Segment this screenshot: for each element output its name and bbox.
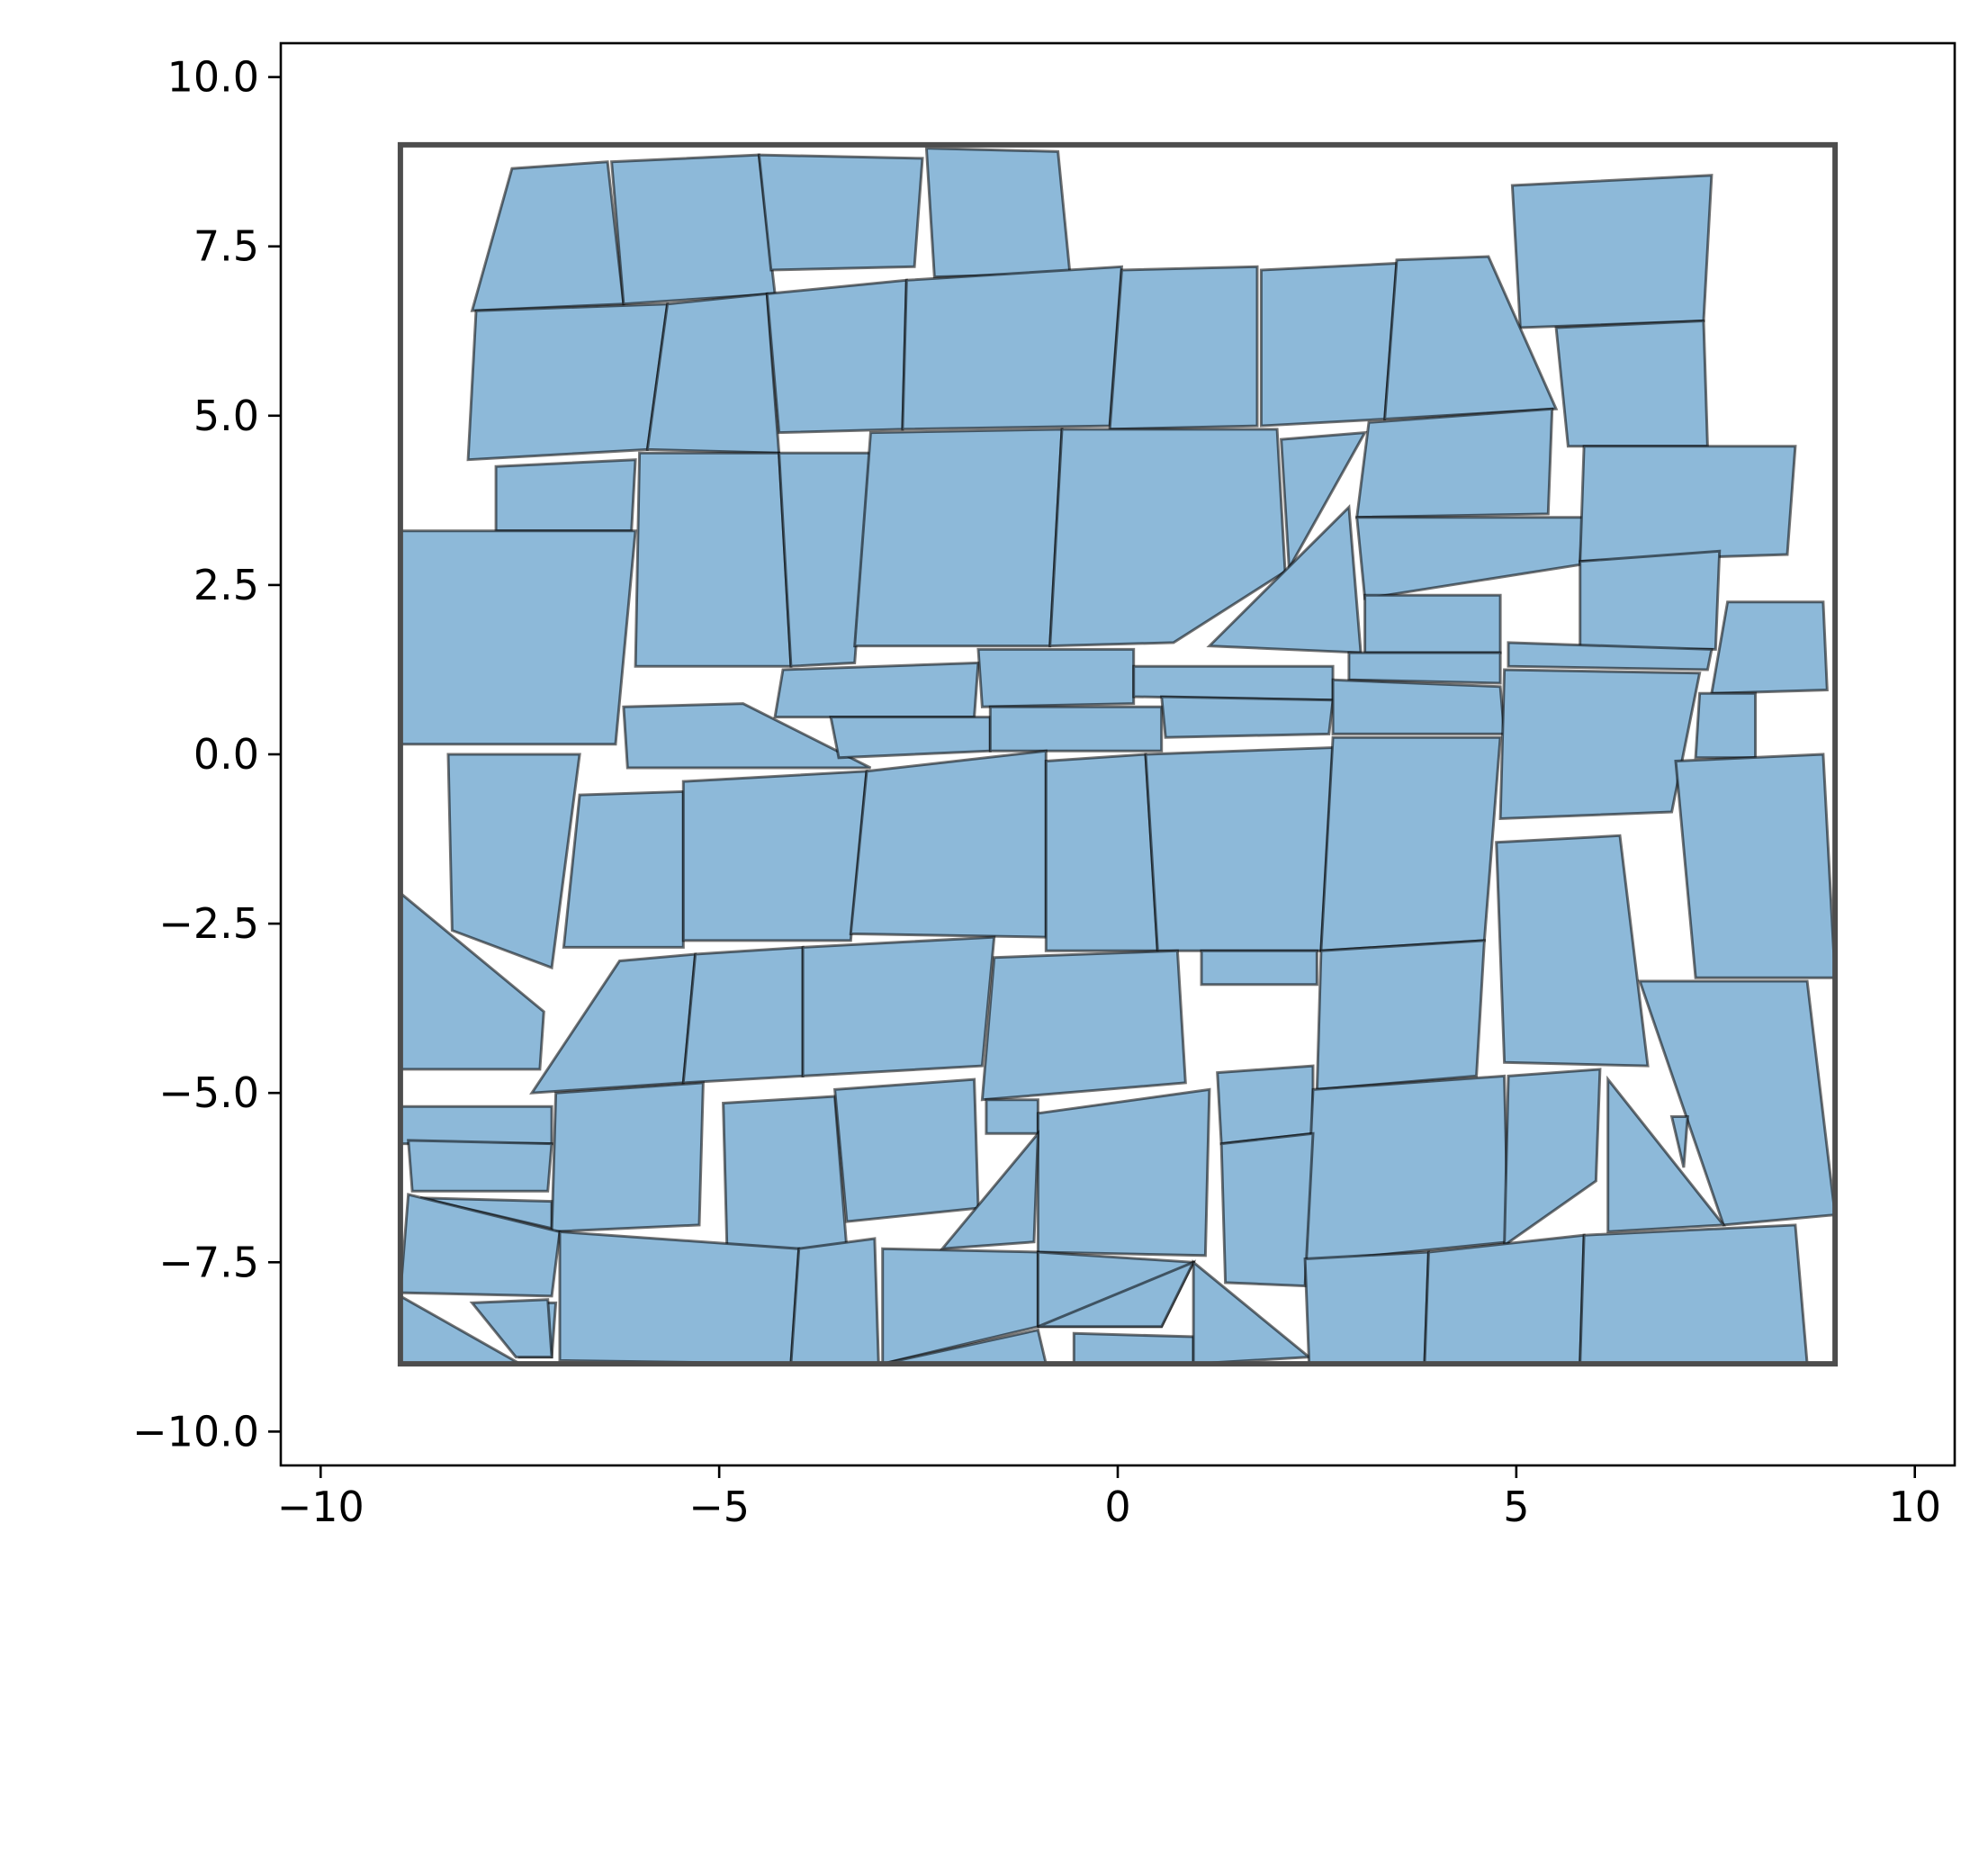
polygon-piece-67 xyxy=(1303,1074,1510,1264)
x-tick-label: 10 xyxy=(1888,1483,1941,1531)
polygon-piece-23 xyxy=(1355,516,1586,600)
polygon-piece-37 xyxy=(1160,695,1335,739)
polygon-piece-47 xyxy=(1674,753,1837,979)
polygon-piece-34 xyxy=(622,702,872,770)
polygon-piece-63 xyxy=(985,1098,1039,1135)
polygon-piece-73 xyxy=(558,1230,801,1366)
polygon-piece-18 xyxy=(853,428,1064,648)
polygon-piece-66 xyxy=(1216,1064,1315,1146)
polygon-piece-38 xyxy=(1331,678,1507,735)
polygon-piece-65 xyxy=(939,1129,1040,1250)
polygon-pieces xyxy=(399,147,1837,1366)
polygon-piece-11 xyxy=(1259,261,1399,428)
polygon-piece-16 xyxy=(634,451,793,668)
polygon-piece-86 xyxy=(469,1298,553,1359)
polygon-piece-52 xyxy=(801,935,996,1077)
polygon-piece-43 xyxy=(849,749,1048,939)
y-tick-label: −2.5 xyxy=(158,899,259,948)
polygon-piece-74 xyxy=(789,1237,880,1366)
polygon-piece-51 xyxy=(681,945,805,1085)
y-tick-label: 2.5 xyxy=(193,561,259,609)
polygon-piece-36 xyxy=(988,705,1164,753)
polygon-piece-79 xyxy=(1072,1331,1195,1366)
polygon-piece-41 xyxy=(562,789,685,949)
polygon-piece-71 xyxy=(1219,1131,1315,1288)
polygon-piece-7 xyxy=(645,292,781,455)
x-tick-label: 0 xyxy=(1104,1483,1130,1531)
y-tick-label: 0.0 xyxy=(193,730,259,779)
polygon-piece-9 xyxy=(901,265,1124,431)
polygon-piece-46 xyxy=(1319,735,1502,952)
polygon-piece-32 xyxy=(1347,651,1502,685)
polygon-piece-4 xyxy=(924,147,1072,279)
polygon-piece-64 xyxy=(1036,1087,1211,1258)
x-tick-label: −5 xyxy=(688,1483,750,1531)
polygon-piece-39 xyxy=(1498,668,1702,821)
polygon-piece-28 xyxy=(1694,691,1758,760)
polygon-piece-58 xyxy=(407,1139,553,1193)
x-tick-label: 5 xyxy=(1503,1483,1529,1531)
polygon-piece-5 xyxy=(1510,174,1714,329)
polygon-piece-33 xyxy=(1507,641,1714,672)
y-tick-label: 7.5 xyxy=(193,222,259,271)
boundary-square xyxy=(397,141,1839,1367)
y-axis: 10.0 7.5 5.0 2.5 0.0 −2.5 −5.0 −7.5 −10.0 xyxy=(132,53,281,1456)
polygon-piece-17 xyxy=(778,451,873,668)
polygon-piece-24 xyxy=(1363,593,1502,654)
polygon-piece-22 xyxy=(1206,504,1363,654)
polygon-piece-68 xyxy=(1503,1068,1602,1249)
polygon-piece-53 xyxy=(980,949,1187,1102)
polygon-piece-45 xyxy=(1144,745,1335,952)
polygon-piece-57 xyxy=(399,1104,553,1146)
polygon-piece-42 xyxy=(681,770,868,942)
polygon-piece-1 xyxy=(470,160,625,312)
polygon-piece-27 xyxy=(1710,600,1829,695)
polygon-piece-21 xyxy=(1354,407,1554,519)
polygon-piece-61 xyxy=(722,1095,849,1258)
polygon-piece-26 xyxy=(1579,549,1722,651)
polygon-piece-83 xyxy=(1579,1223,1809,1366)
x-axis: −10 −5 0 5 10 xyxy=(277,1465,1941,1531)
polygon-piece-69 xyxy=(1606,1075,1727,1233)
y-tick-label: −5.0 xyxy=(158,1068,259,1117)
polygon-piece-62 xyxy=(832,1077,980,1223)
polygon-piece-6 xyxy=(466,302,670,462)
polygon-piece-35 xyxy=(829,716,992,760)
polygon-piece-82 xyxy=(1423,1233,1586,1366)
polygon-piece-19 xyxy=(1048,428,1287,648)
polygon-piece-70 xyxy=(1669,1115,1689,1168)
y-tick-label: −10.0 xyxy=(132,1407,259,1456)
polygon-piece-15 xyxy=(399,529,637,746)
y-tick-label: 10.0 xyxy=(167,53,259,102)
y-tick-label: 5.0 xyxy=(193,392,259,440)
y-tick-label: −7.5 xyxy=(158,1238,259,1286)
polygon-piece-14 xyxy=(494,458,637,533)
polygon-piece-77 xyxy=(1037,1259,1197,1329)
polygon-piece-81 xyxy=(1303,1250,1430,1366)
polygon-piece-31 xyxy=(1132,664,1335,702)
polygon-piece-25 xyxy=(1579,445,1797,563)
polygon-piece-10 xyxy=(1108,265,1259,431)
polygon-piece-30 xyxy=(976,647,1136,708)
x-tick-label: −10 xyxy=(277,1483,364,1531)
polygon-piece-48 xyxy=(1495,834,1650,1068)
polygon-piece-2 xyxy=(609,153,777,306)
polygon-piece-12 xyxy=(1383,255,1559,421)
polygon-piece-3 xyxy=(757,153,924,272)
polygon-piece-20 xyxy=(1280,430,1368,573)
polygon-piece-80 xyxy=(1192,1259,1313,1366)
polygon-piece-8 xyxy=(765,278,908,435)
polygon-piece-55 xyxy=(1315,939,1486,1092)
polygon-piece-54 xyxy=(1200,949,1318,987)
polygon-piece-40 xyxy=(446,753,581,970)
polygon-piece-29 xyxy=(773,661,980,719)
polygon-piece-13 xyxy=(1554,319,1709,448)
polygon-piece-44 xyxy=(1044,753,1159,952)
polygon-piece-60 xyxy=(550,1081,705,1233)
polygon-piece-50 xyxy=(529,952,697,1095)
